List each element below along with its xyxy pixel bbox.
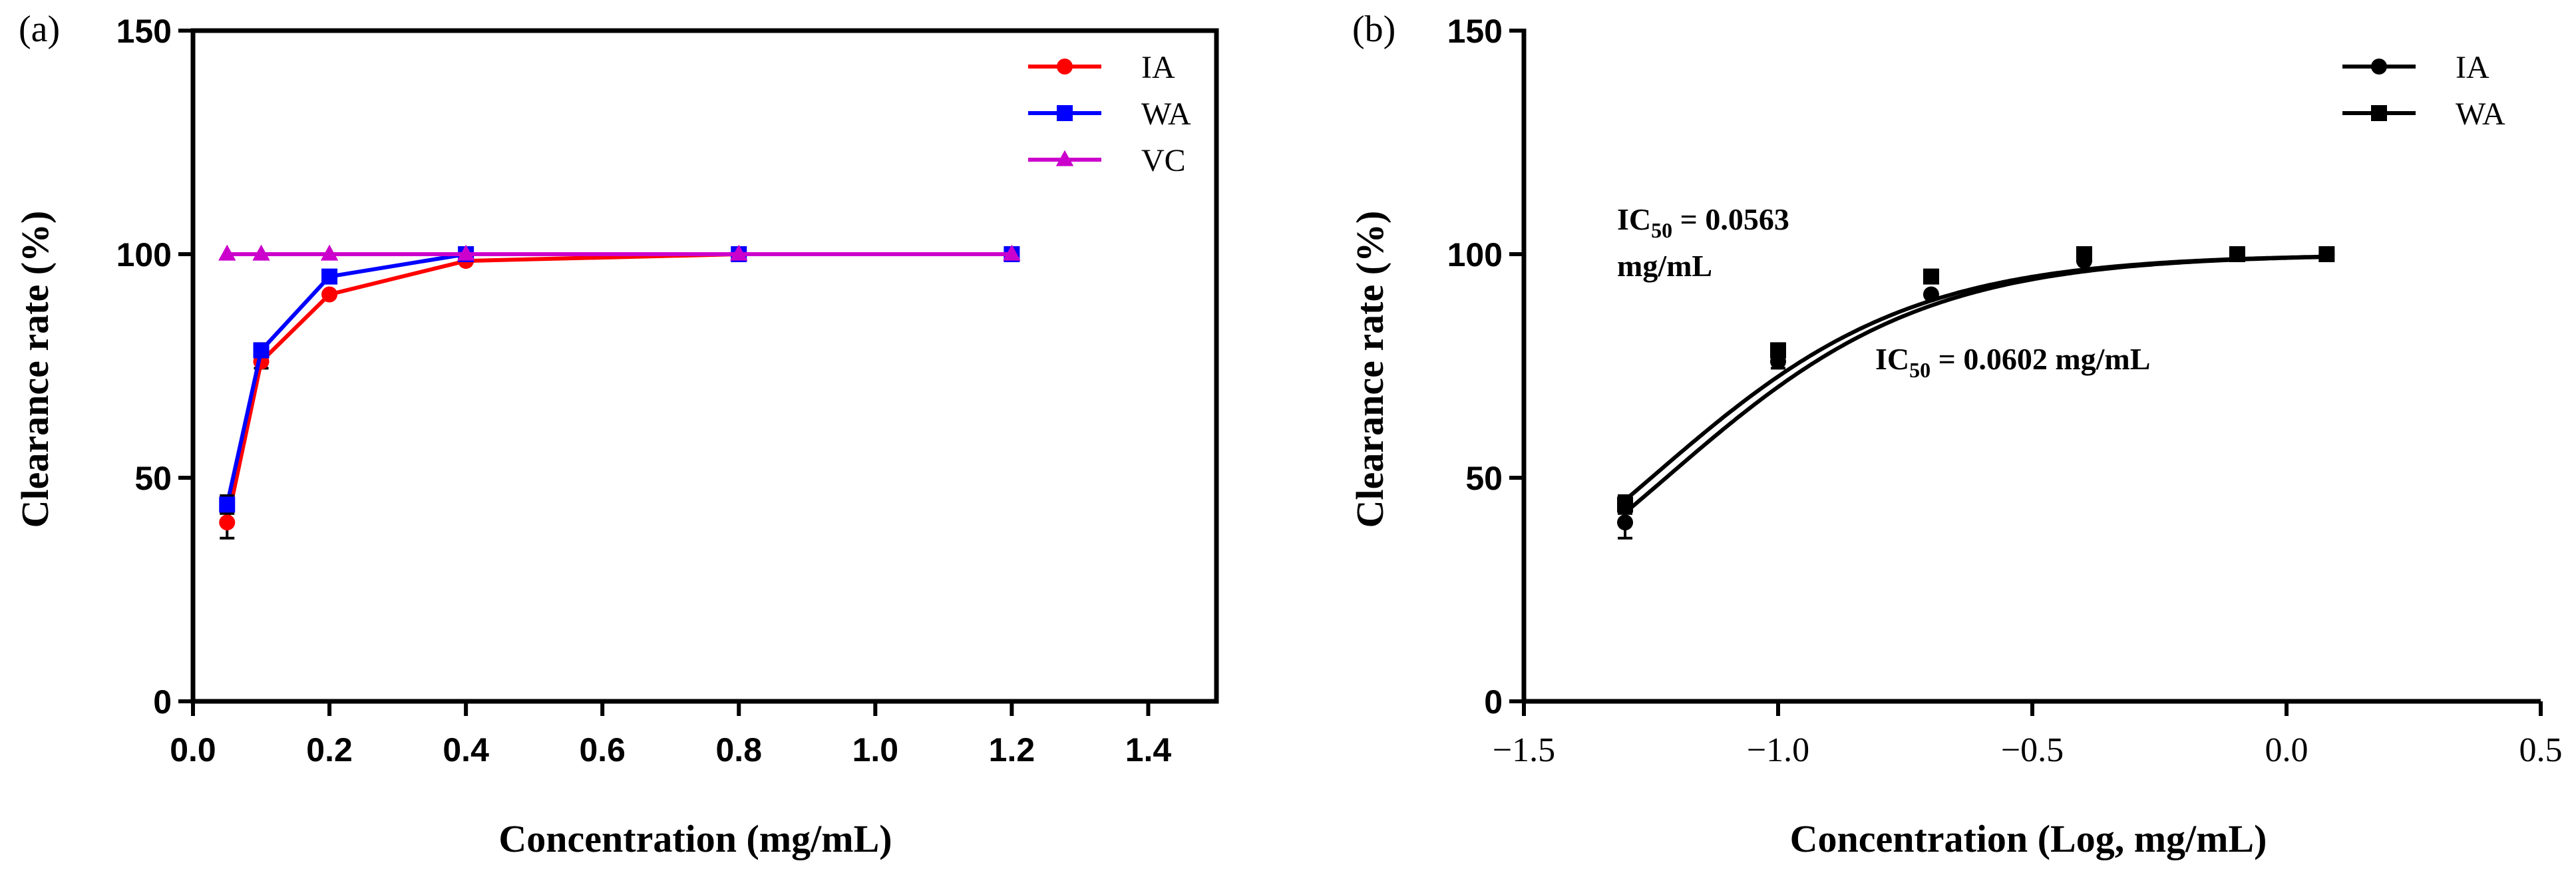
a-legend-marker-wa <box>1057 105 1073 121</box>
a-point-vc <box>218 244 236 261</box>
a-point-wa <box>219 496 236 513</box>
panel-b-y-axis-title: Clearance rate (%) <box>1348 211 1391 528</box>
a-point-vc <box>252 244 270 261</box>
a-line-ia <box>225 252 1012 523</box>
b-x-tick-label: −1.5 <box>1493 731 1555 769</box>
a-y-tick-label: 50 <box>134 460 172 497</box>
a-point-vc <box>457 244 475 261</box>
panel-a-x-ticks: 0.0 0.2 0.4 0.6 0.8 1.0 1.2 1.4 <box>170 701 1171 769</box>
ic50-annotation-2-prefix: IC <box>1875 342 1909 376</box>
a-x-tick-label: 1.0 <box>852 731 899 769</box>
ic50-annotation-2-sub: 50 <box>1909 358 1931 382</box>
a-x-tick-label: 0.6 <box>579 731 626 769</box>
b-y-tick-label: 100 <box>1447 236 1503 273</box>
panel-a-y-axis-title: Clearance rate (%) <box>13 211 57 528</box>
a-point-wa <box>321 268 338 285</box>
panel-b-series <box>1617 246 2335 540</box>
a-x-tick-label: 0.0 <box>170 731 216 769</box>
a-point-wa <box>253 342 270 359</box>
a-point-ia <box>219 514 236 531</box>
b-x-tick-label: −0.5 <box>2001 731 2064 769</box>
a-legend-label-ia: IA <box>1141 50 1175 85</box>
b-x-tick-label: 0.0 <box>2265 731 2308 769</box>
b-legend-label-ia: IA <box>2456 50 2489 85</box>
a-point-vc <box>730 244 748 261</box>
a-x-tick-label: 0.4 <box>443 731 489 769</box>
a-x-tick-label: 0.2 <box>306 731 353 769</box>
b-point-wa <box>2318 246 2335 262</box>
a-frame <box>190 28 1219 704</box>
ic50-annotation-2-value: = 0.0602 mg/mL <box>1931 342 2150 376</box>
panel-a-x-axis-title: Concentration (mg/mL) <box>498 817 892 860</box>
panel-b-label: (b) <box>1352 9 1395 50</box>
panel-a-label: (a) <box>19 9 60 50</box>
b-point-wa <box>1617 496 1634 513</box>
b-legend-marker-wa <box>2371 105 2387 121</box>
b-x-tick-label: 0.5 <box>2519 731 2563 769</box>
a-legend-marker-vc <box>1055 150 1074 166</box>
panel-a-series <box>218 244 1021 540</box>
b-point-ia <box>1617 514 1634 531</box>
panel-a-axes <box>190 28 1219 704</box>
panel-b-y-ticks: 0 50 100 150 <box>1447 13 1524 721</box>
a-legend-marker-ia <box>1057 59 1073 75</box>
b-y-tick-label: 150 <box>1447 13 1503 50</box>
ic50-annotation-2: IC50 = 0.0602 mg/mL <box>1875 342 2150 382</box>
panel-b-x-ticks: −1.5 −1.0 −0.5 0.0 0.5 <box>1493 701 2563 769</box>
ic50-annotation-1-prefix: IC <box>1617 202 1651 236</box>
a-legend-label-wa: WA <box>1141 96 1191 132</box>
b-legend-marker-ia <box>2371 59 2387 75</box>
a-y-tick-label: 0 <box>153 683 172 721</box>
a-legend-label-vc: VC <box>1141 143 1186 178</box>
panel-b-x-axis-title: Concentration (Log, mg/mL) <box>1790 817 2267 860</box>
b-y-tick-label: 0 <box>1484 683 1503 721</box>
a-y-tick-label: 100 <box>116 236 172 273</box>
ic50-annotation-1-value: = 0.0563 <box>1672 202 1789 236</box>
panel-a-chart: (a) Clearance rate (%) Concentration (mg… <box>13 9 1219 860</box>
b-point-wa <box>1770 342 1786 359</box>
ic50-annotation-1-sub: 50 <box>1651 218 1672 242</box>
a-point-ia <box>321 286 338 303</box>
b-point-wa <box>1923 268 1939 285</box>
ic50-annotation-1-unit: mg/mL <box>1617 249 1712 283</box>
b-fit-curve-ia <box>1624 255 2327 514</box>
a-y-tick-label: 150 <box>116 13 172 50</box>
panel-b-fit-curves <box>1624 254 2327 514</box>
a-x-tick-label: 1.2 <box>989 731 1035 769</box>
b-x-tick-label: −1.0 <box>1747 731 1809 769</box>
b-y-tick-label: 50 <box>1465 460 1503 497</box>
panel-a-y-ticks: 0 50 100 150 <box>116 13 193 721</box>
a-x-tick-label: 1.4 <box>1125 731 1172 769</box>
b-point-wa <box>2076 246 2092 262</box>
panel-b-chart: (b) Clearance rate (%) Concentration (Lo… <box>1348 9 2563 860</box>
ic50-annotation-1: IC50 = 0.0563 <box>1617 202 1789 242</box>
b-legend-label-wa: WA <box>2456 96 2505 132</box>
a-x-tick-label: 0.8 <box>716 731 763 769</box>
panel-b-legend: IA WA <box>2342 50 2505 132</box>
b-point-ia <box>1923 286 1939 303</box>
a-point-vc <box>320 244 339 261</box>
panel-a-legend: IA WA VC <box>1028 50 1191 178</box>
a-point-vc <box>1003 244 1021 261</box>
b-point-wa <box>2229 246 2245 262</box>
b-fit-curve-wa <box>1624 254 2327 502</box>
